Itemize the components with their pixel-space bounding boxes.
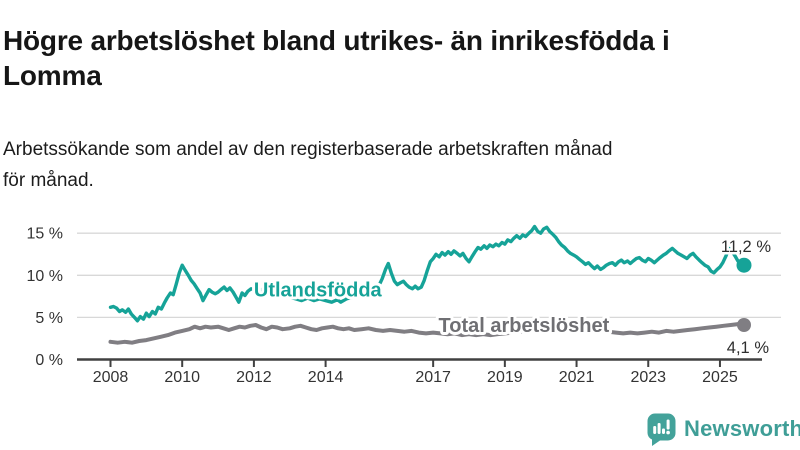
series-line-total <box>108 318 746 345</box>
x-tick-label-2021: 2021 <box>559 369 595 386</box>
x-tick-label-2019: 2019 <box>487 369 523 386</box>
page-title-line1: Högre arbetslöshet bland utrikes- än inr… <box>3 24 670 56</box>
series-lines <box>108 224 752 345</box>
x-tick-label-2014: 2014 <box>308 369 344 386</box>
x-tick-label-2010: 2010 <box>164 369 200 386</box>
x-tick-label-2012: 2012 <box>236 369 272 386</box>
page-title-line2: Lomma <box>3 59 102 91</box>
page-subtitle: Arbetssökande som andel av den registerb… <box>3 134 783 196</box>
x-tick-label-2017: 2017 <box>415 369 451 386</box>
page-subtitle-line2: för månad. <box>3 170 94 191</box>
page-subtitle-line1: Arbetssökande som andel av den registerb… <box>3 139 613 160</box>
y-tick-label-10: 10 % <box>27 268 63 285</box>
newsworthy-logo[interactable]: Newsworthy <box>647 412 800 446</box>
series-end-dot-utlandsfodda <box>736 257 752 273</box>
x-tick-label-2025: 2025 <box>702 369 738 386</box>
series-line-utlandsfodda <box>108 224 746 323</box>
series-label-total: Total arbetslöshet <box>439 315 610 337</box>
x-tick-label-2023: 2023 <box>630 369 666 386</box>
newsworthy-logo-icon <box>647 413 676 446</box>
chart-labels: Utlandsfödda 11,2 % Total arbetslöshet 4,1 … <box>251 236 774 360</box>
x-tick-label-2008: 2008 <box>93 369 129 386</box>
logo-bar-chart-glyph <box>653 419 670 434</box>
end-value-label-utlandsfodda: 11,2 % <box>721 238 771 256</box>
y-tick-label-15: 15 % <box>27 226 63 243</box>
y-tick-label-5: 5 % <box>35 310 63 327</box>
newsworthy-logo-text: Newsworthy <box>684 416 800 441</box>
end-value-label-total: 4,1 % <box>727 339 770 357</box>
page-title: Högre arbetslöshet bland utrikes- än inr… <box>3 23 793 93</box>
logo-bubble-shape <box>647 413 676 446</box>
series-label-utlandsfodda: Utlandsfödda <box>254 279 383 301</box>
series-end-dot-total <box>737 318 751 332</box>
y-tick-label-0: 0 % <box>35 352 63 369</box>
